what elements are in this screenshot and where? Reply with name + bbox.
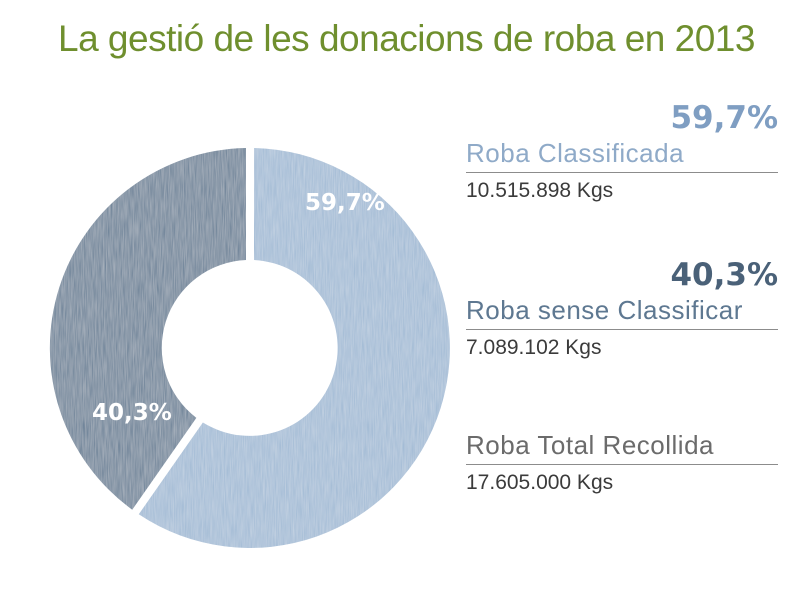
slice-classified [138,148,450,548]
legend-total-amount: 17.605.000 Kgs [466,471,614,494]
legend-classified-label: Roba Classificada [466,136,778,173]
legend-unclassified: 40,3% Roba sense Classificar 7.089.102 K… [466,257,778,362]
slice-label-unclassified: 40,3% [92,400,172,426]
donut-chart: 59,7% 40,3% [49,148,450,548]
legend-total: Roba Total Recollida 17.605.000 Kgs [466,428,778,497]
slice-unclassified [49,148,246,510]
page-title: La gestió de les donacions de roba en 20… [58,18,755,59]
legend-classified-percent: 59,7% [670,100,778,136]
legend-unclassified-label: Roba sense Classificar [466,293,778,330]
legend-unclassified-percent: 40,3% [670,257,778,293]
legend-total-label: Roba Total Recollida [466,428,778,465]
legend-classified: 59,7% Roba Classificada 10.515.898 Kgs [466,100,778,205]
legend-classified-amount: 10.515.898 Kgs [466,179,614,202]
slice-label-classified: 59,7% [305,190,385,216]
legend-unclassified-amount: 7.089.102 Kgs [466,336,602,359]
